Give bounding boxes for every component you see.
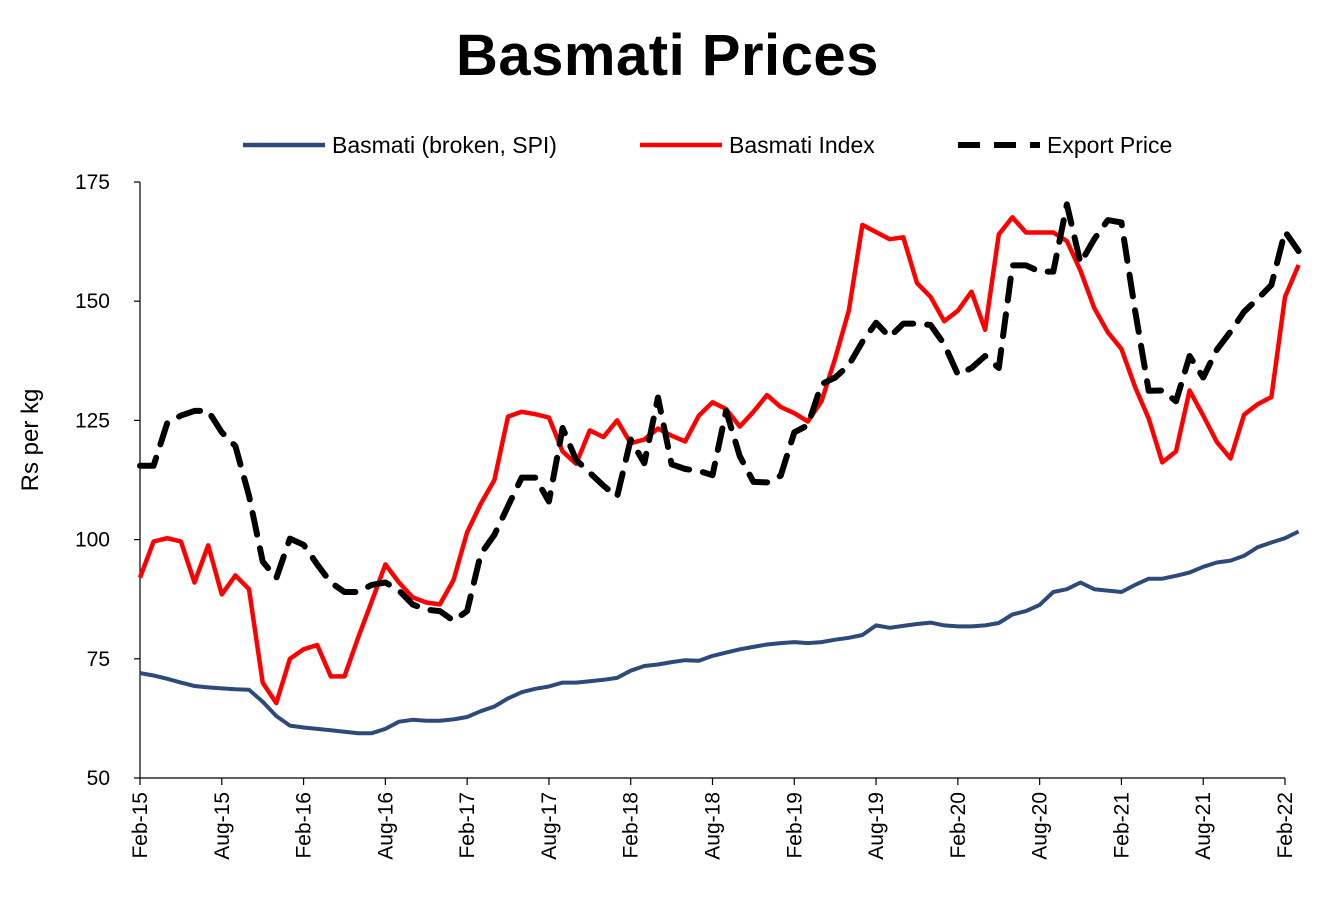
legend-label: Export Price (1047, 132, 1172, 158)
x-tick-label: Feb-21 (1110, 792, 1133, 859)
legend-label: Basmati (broken, SPI) (332, 132, 557, 158)
x-tick-label: Feb-15 (129, 792, 152, 859)
legend-label: Basmati Index (729, 132, 875, 158)
x-tick-label: Feb-17 (456, 792, 479, 859)
y-tick-label: 175 (75, 171, 110, 194)
y-axis: 50 75 100 125 150 175 (75, 171, 141, 790)
x-tick-label: Feb-20 (947, 792, 970, 859)
legend: Basmati (broken, SPI) Basmati Index Export… (243, 132, 1172, 158)
y-tick-label: 75 (87, 648, 110, 671)
x-tick-label: Aug-15 (211, 792, 234, 860)
x-tick-label: Aug-18 (702, 792, 725, 860)
chart-title: Basmati Prices (456, 23, 879, 88)
x-tick-label: Feb-22 (1274, 792, 1297, 859)
y-tick-label: 100 (75, 529, 110, 552)
series-line-2 (137, 215, 1301, 706)
x-tick-label: Feb-18 (620, 792, 643, 859)
x-axis: Feb-15 Aug-15 Feb-16 Aug-16 Feb-17 Aug-17 Feb-… (129, 777, 1297, 860)
plot-series (137, 201, 1302, 736)
x-tick-label: Aug-20 (1029, 792, 1052, 860)
x-tick-label: Feb-19 (783, 792, 806, 859)
x-tick-label: Aug-19 (865, 792, 888, 860)
x-tick-label: Aug-16 (374, 792, 397, 860)
y-axis-title: Rs per kg (17, 389, 44, 492)
x-tick-label: Feb-16 (293, 792, 316, 859)
y-tick-label: 150 (75, 290, 110, 313)
x-tick-label: Aug-17 (538, 792, 561, 860)
y-tick-label: 125 (75, 409, 110, 432)
y-tick-label: 50 (87, 767, 110, 790)
x-tick-label: Aug-21 (1192, 792, 1215, 860)
series-line-3 (137, 201, 1302, 624)
series-line-1 (139, 529, 1300, 736)
